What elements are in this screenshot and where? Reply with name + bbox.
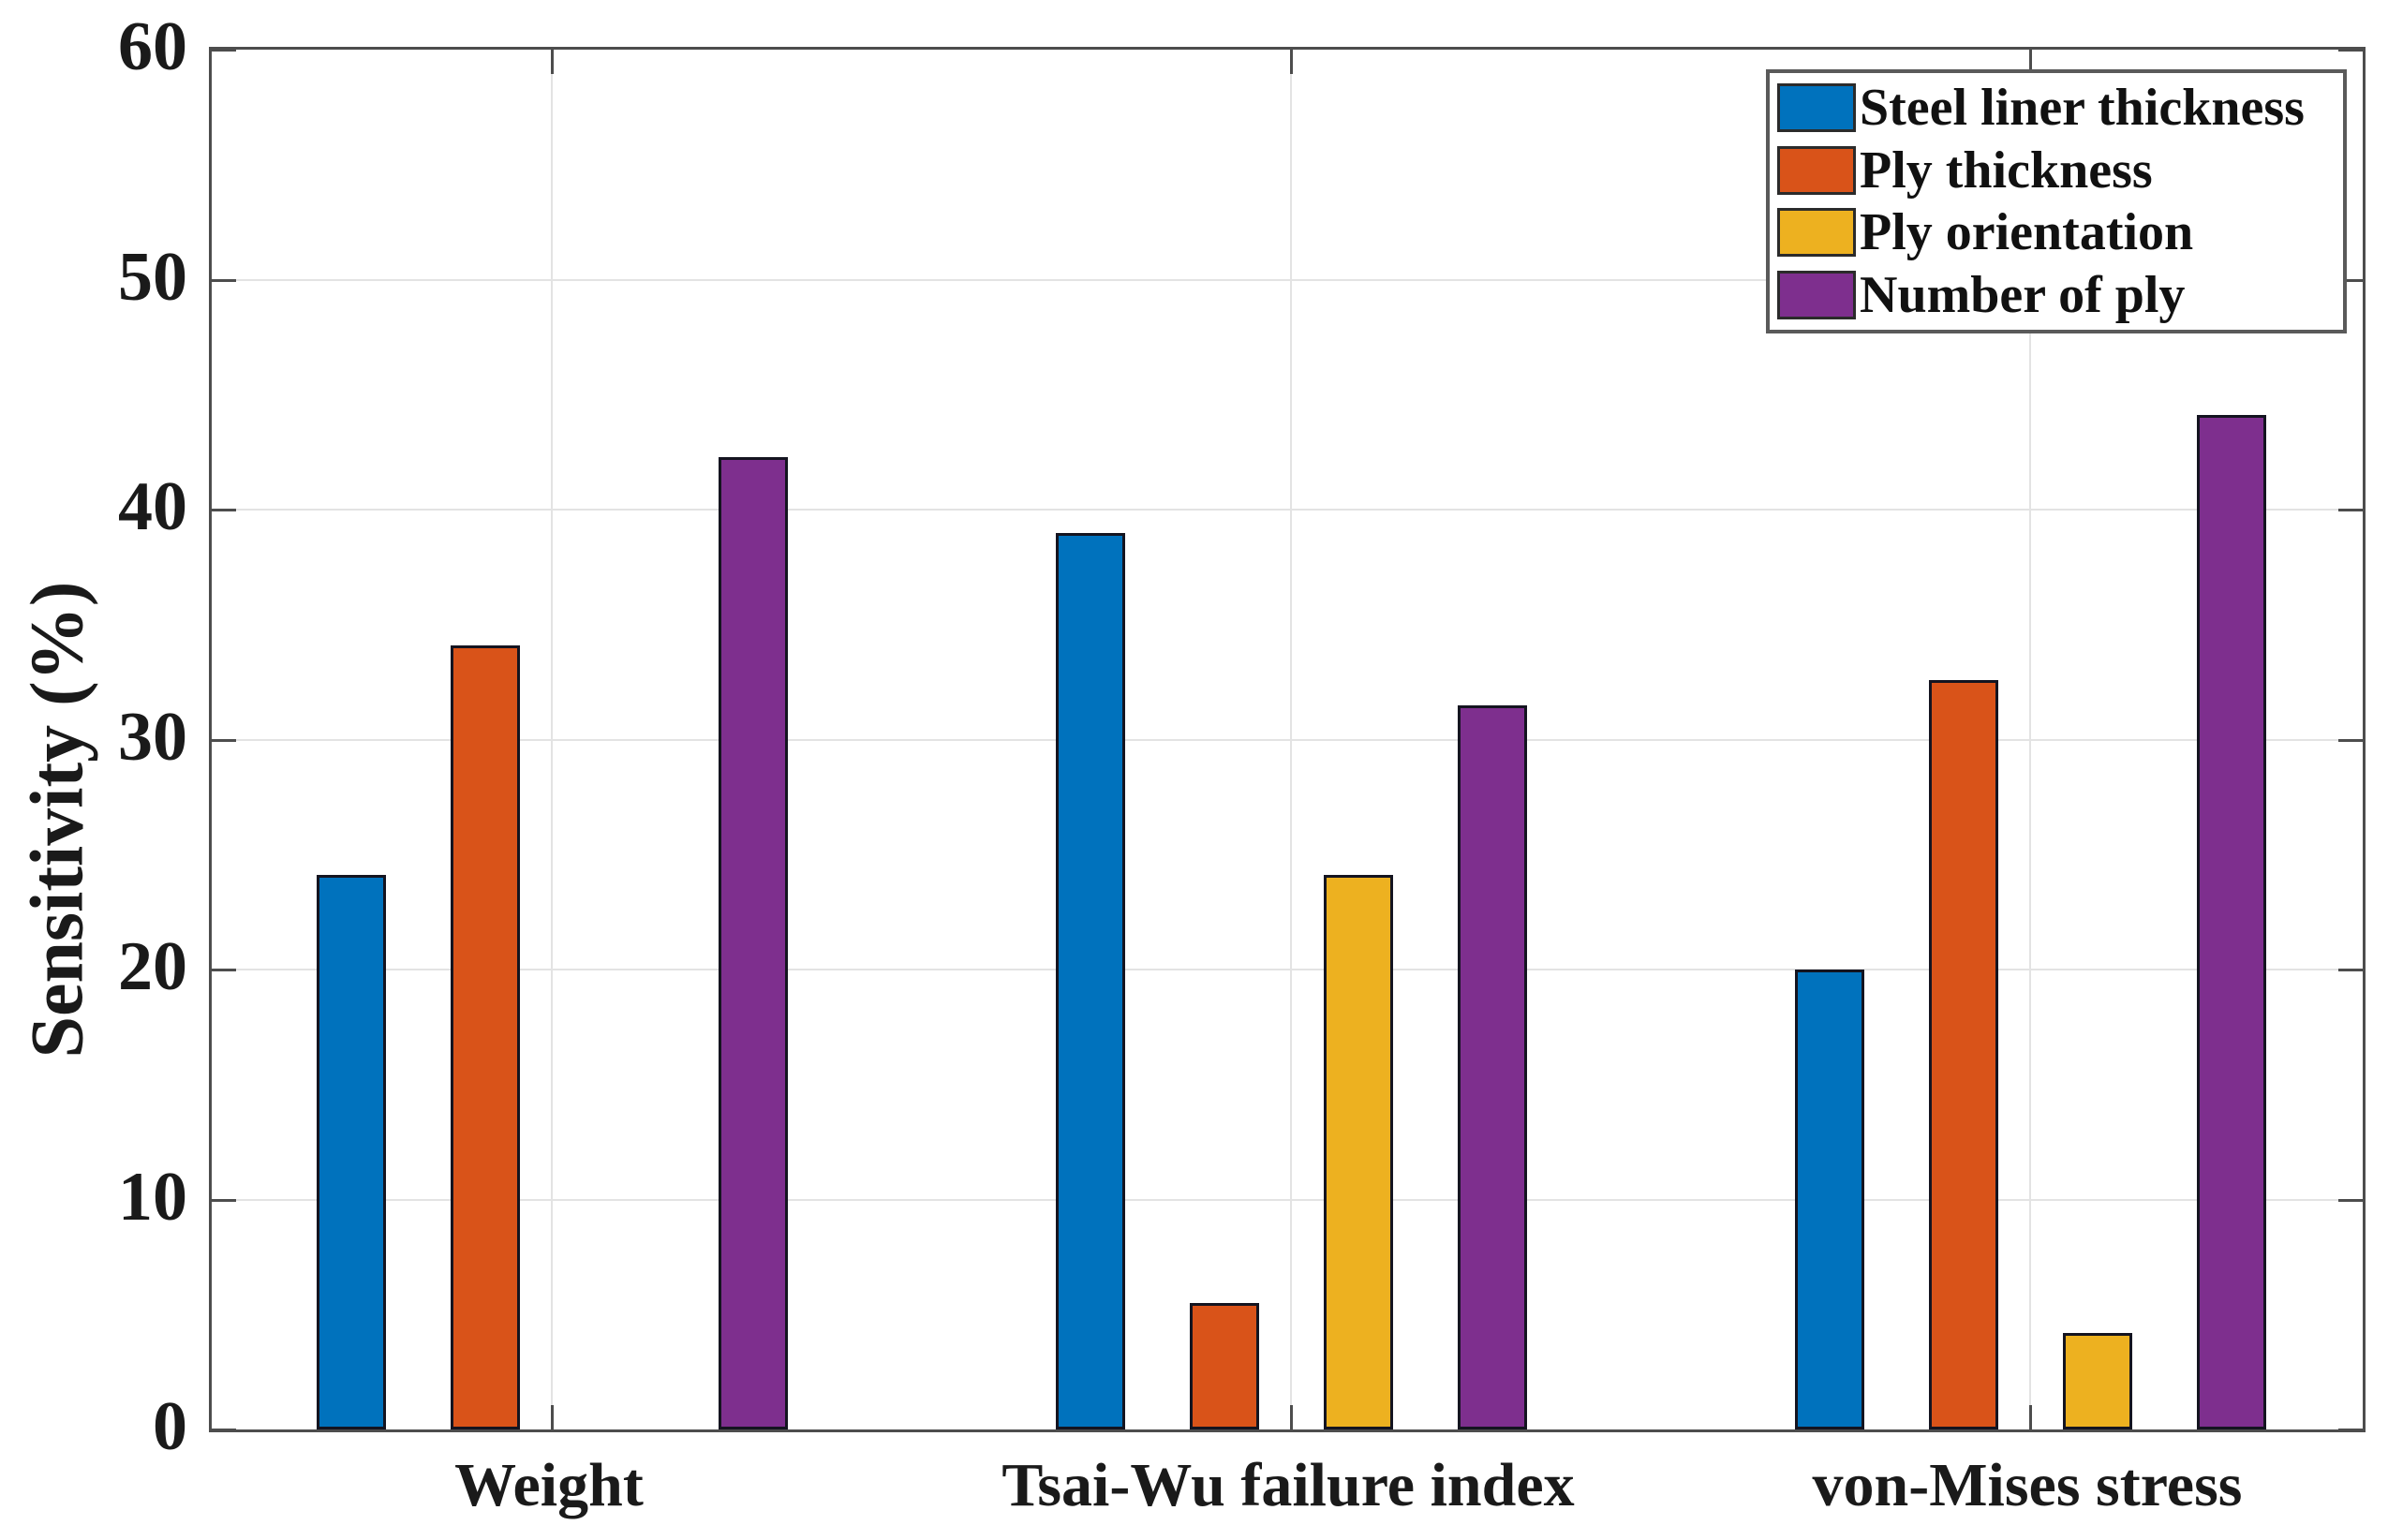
legend-swatch <box>1777 145 1856 195</box>
y-tick-mark <box>2338 969 2363 971</box>
v-gridline <box>1290 50 1292 1429</box>
x-category-label: von-Mises stress <box>1812 1451 2243 1519</box>
y-tick-mark <box>2338 278 2363 282</box>
x-tick-mark <box>2029 50 2032 74</box>
legend-swatch <box>1777 270 1856 319</box>
y-tick-label: 10 <box>118 1158 187 1236</box>
legend-item: Ply orientation <box>1777 203 2343 261</box>
bar-steel-liner-thickness <box>1794 970 1864 1429</box>
y-tick-label: 60 <box>118 8 187 85</box>
y-tick-mark <box>2338 509 2363 511</box>
h-gridline <box>212 969 2363 970</box>
legend-item: Ply thickness <box>1777 141 2343 200</box>
y-tick-label: 30 <box>118 698 187 776</box>
x-category-label: Tsai-Wu failure index <box>1001 1451 1575 1519</box>
legend-label: Ply orientation <box>1860 203 2194 262</box>
y-tick-mark <box>212 509 236 511</box>
bar-ply-orientation <box>2062 1333 2132 1429</box>
x-tick-mark <box>1290 1405 1293 1429</box>
legend-label: Steel liner thickness <box>1860 79 2305 138</box>
h-gridline <box>212 278 2363 281</box>
y-tick-mark <box>2338 49 2363 52</box>
legend-label: Number of ply <box>1860 265 2186 324</box>
x-tick-mark <box>551 50 554 74</box>
y-tick-mark <box>212 278 236 282</box>
h-gridline <box>212 509 2363 511</box>
y-tick-mark <box>212 969 236 971</box>
y-tick-label: 40 <box>118 468 187 545</box>
y-tick-label: 50 <box>118 238 187 316</box>
v-gridline <box>551 50 553 1429</box>
bar-ply-thickness <box>1189 1303 1259 1429</box>
bar-number-of-ply <box>2196 415 2266 1429</box>
legend-item: Steel liner thickness <box>1777 79 2343 137</box>
bar-ply-orientation <box>1323 875 1393 1429</box>
x-tick-mark <box>1290 50 1293 74</box>
h-gridline <box>212 738 2363 741</box>
bar-number-of-ply <box>718 457 788 1429</box>
legend-swatch <box>1777 208 1856 258</box>
y-tick-mark <box>2338 1198 2363 1202</box>
x-tick-mark <box>2029 1405 2032 1429</box>
legend: Steel liner thickness Ply thickness Ply or… <box>1766 69 2347 333</box>
x-category-label: Weight <box>454 1451 644 1519</box>
x-tick-mark <box>551 1405 554 1429</box>
legend-item: Number of ply <box>1777 266 2343 324</box>
y-tick-mark <box>212 1429 236 1431</box>
bar-ply-thickness <box>450 645 520 1429</box>
h-gridline <box>212 1198 2363 1201</box>
y-tick-mark <box>212 738 236 742</box>
y-tick-mark <box>212 49 236 52</box>
y-tick-mark <box>212 1198 236 1202</box>
bar-steel-liner-thickness <box>316 875 386 1429</box>
bar-ply-thickness <box>1928 680 1998 1429</box>
legend-swatch <box>1777 83 1856 133</box>
bar-steel-liner-thickness <box>1055 533 1125 1429</box>
y-tick-label: 0 <box>153 1388 187 1465</box>
y-tick-label: 20 <box>118 928 187 1005</box>
y-tick-mark <box>2338 1429 2363 1431</box>
v-gridline <box>2029 50 2031 1429</box>
bar-number-of-ply <box>1457 705 1527 1429</box>
y-tick-mark <box>2338 738 2363 742</box>
legend-label: Ply thickness <box>1860 141 2153 200</box>
